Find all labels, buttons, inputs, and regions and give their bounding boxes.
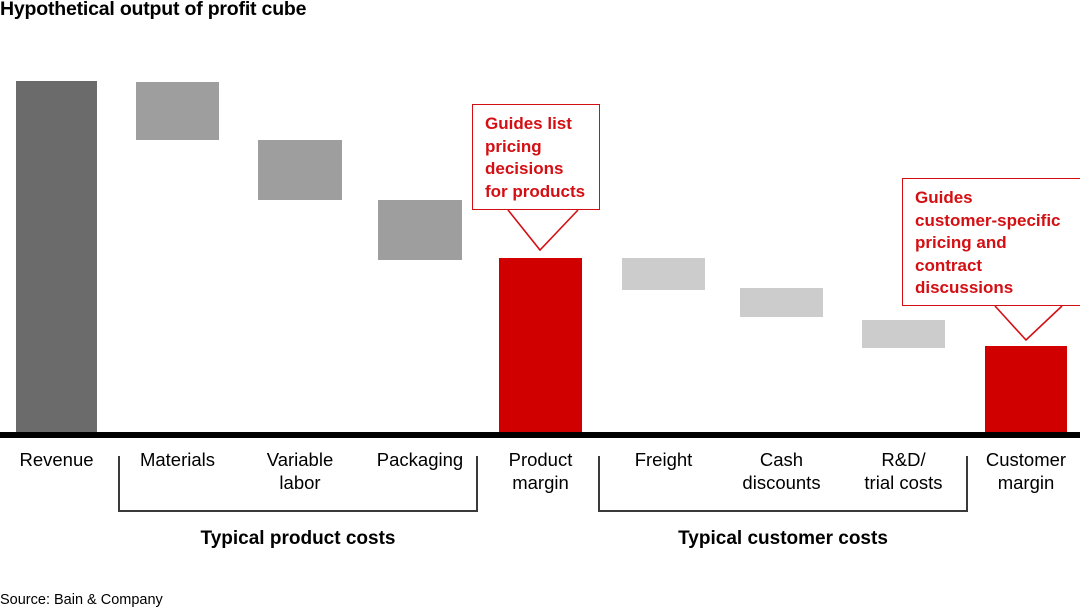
waterfall-bar	[378, 200, 462, 260]
category-label: Revenue	[0, 448, 127, 471]
category-label-line: Materials	[139, 449, 216, 470]
plot-area	[0, 60, 1080, 435]
group-bracket	[598, 456, 968, 512]
category-label-line: Customer	[985, 449, 1067, 470]
callout-text-line: for products	[485, 181, 586, 201]
waterfall-bar	[258, 140, 342, 200]
category-label-line: Cash	[759, 449, 804, 470]
category-label-line: Packaging	[376, 449, 464, 470]
group-label: Typical product costs	[200, 528, 396, 549]
waterfall-bar	[622, 258, 705, 290]
callout-text-line: decisions	[485, 159, 564, 178]
category-label: Product margin	[471, 448, 611, 494]
category-label-line: R&D/	[881, 449, 926, 470]
waterfall-bar	[985, 346, 1067, 432]
callout-text-line: customer-specific	[915, 210, 1061, 230]
callout-text-line: discussions	[915, 278, 1014, 297]
category-label: Cash discounts	[712, 448, 852, 494]
category-label: Packaging	[350, 448, 490, 471]
waterfall-bar	[136, 82, 219, 140]
callout-pointer-tail	[994, 305, 1063, 342]
source-note: Source: Bain & Company	[0, 592, 163, 608]
group-label: Typical customer costs	[678, 528, 888, 549]
waterfall-bar	[499, 258, 582, 432]
waterfall-bar	[16, 81, 97, 432]
category-label: Freight	[594, 448, 734, 471]
category-label: R&D/trial costs	[834, 448, 974, 494]
category-label-line: labor	[279, 472, 321, 493]
group-bracket	[118, 456, 478, 512]
callout-text-line: contract	[915, 255, 983, 275]
category-label-line: Product	[508, 449, 573, 470]
category-label: Customer margin	[956, 448, 1080, 494]
callout-text-box: Guides list pricing decisions for products	[472, 104, 600, 210]
category-label-line: Variable	[266, 449, 334, 470]
category-label-line: margin	[997, 472, 1055, 493]
callout-text-line: pricing and	[915, 233, 1007, 252]
category-label-line: margin	[512, 472, 569, 493]
callout-text-box: Guides customer-specific pricing and contra…	[902, 178, 1080, 306]
callout-text-line: Guides	[915, 188, 973, 207]
category-label-line: discounts	[742, 472, 821, 493]
baseline-axis	[0, 432, 1080, 438]
callout-text-line: Guides list	[485, 114, 572, 133]
category-label-line: Revenue	[19, 449, 94, 470]
waterfall-bar	[862, 320, 945, 348]
category-label-line: Freight	[634, 449, 693, 470]
waterfall-bar	[740, 288, 823, 317]
callout-text-line: pricing	[485, 136, 542, 156]
category-label-line: trial costs	[864, 472, 943, 493]
callout-pointer-tail	[507, 209, 579, 252]
category-label: Materials	[108, 448, 248, 471]
page-title: Hypothetical output of profit cube	[0, 0, 307, 20]
category-label: Variable labor	[230, 448, 370, 494]
